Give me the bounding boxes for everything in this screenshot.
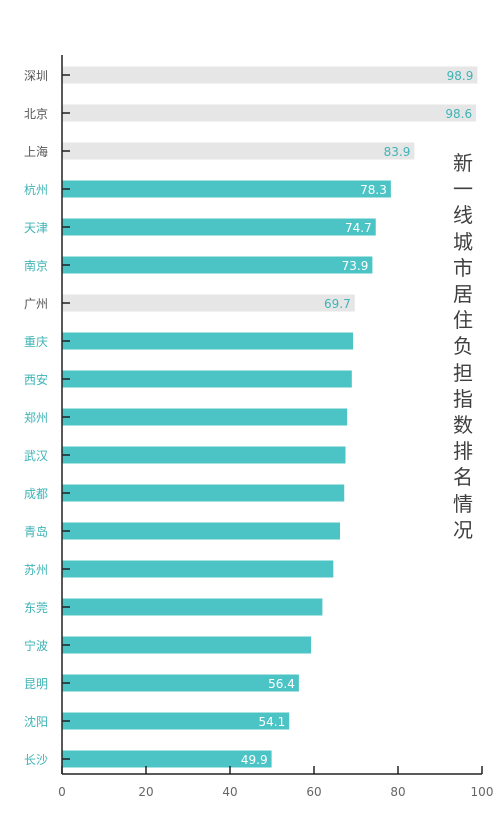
category-label-11: 成都 [24,487,48,501]
category-label-15: 宁波 [24,638,48,653]
category-label-14: 东莞 [24,601,48,615]
bar-6 [62,294,355,312]
value-label-3: 78.3 [360,183,387,197]
bar-13 [62,560,334,578]
x-tick-label-1: 20 [138,785,153,799]
bar-5 [62,256,373,274]
bar-12 [62,522,341,540]
category-label-1: 北京 [24,107,48,121]
value-label-5: 73.9 [342,259,369,273]
value-label-0: 98.9 [447,69,474,83]
category-label-16: 昆明 [24,677,48,691]
bar-15 [62,636,312,654]
bar-18 [62,750,272,768]
category-label-17: 沈阳 [24,714,48,729]
bar-10 [62,446,346,464]
bar-11 [62,484,345,502]
bar-0 [62,66,478,84]
bar-1 [62,104,477,122]
value-label-4: 74.7 [345,221,372,235]
value-label-18: 49.9 [241,753,268,767]
category-label-4: 天津 [24,221,48,235]
category-label-6: 广州 [24,297,48,311]
category-label-5: 南京 [24,258,48,273]
x-tick-label-5: 100 [471,785,494,799]
bar-4 [62,218,376,236]
chart-title: 新一线城市居住负担指数排名情况 [453,151,473,542]
bar-16 [62,674,299,692]
bar-3 [62,180,391,198]
x-tick-label-0: 0 [58,785,66,799]
bar-2 [62,142,415,160]
bars-group: 98.9 98.6 83.9 78.3 74.7 73.9 69.7 56.4 54.1 49.9 [62,66,478,768]
category-label-7: 重庆 [24,335,48,349]
category-label-9: 郑州 [24,410,48,425]
bar-8 [62,370,352,388]
category-label-3: 杭州 [24,182,48,197]
value-label-17: 54.1 [259,715,286,729]
category-label-12: 青岛 [24,524,48,539]
bar-14 [62,598,323,616]
bar-17 [62,712,290,730]
x-tick-label-2: 40 [222,785,237,799]
category-label-8: 西安 [24,372,48,387]
category-label-10: 武汉 [24,449,48,463]
value-label-6: 69.7 [324,297,351,311]
bar-9 [62,408,348,426]
category-label-0: 深圳 [24,69,48,83]
category-label-13: 苏州 [24,563,48,577]
value-label-16: 56.4 [268,677,295,691]
bar-7 [62,332,354,350]
value-label-2: 83.9 [384,145,411,159]
x-tick-label-4: 80 [390,785,405,799]
value-label-1: 98.6 [445,107,472,121]
category-label-18: 长沙 [24,753,48,767]
x-tick-label-3: 60 [306,785,321,799]
category-label-2: 上海 [24,144,48,159]
